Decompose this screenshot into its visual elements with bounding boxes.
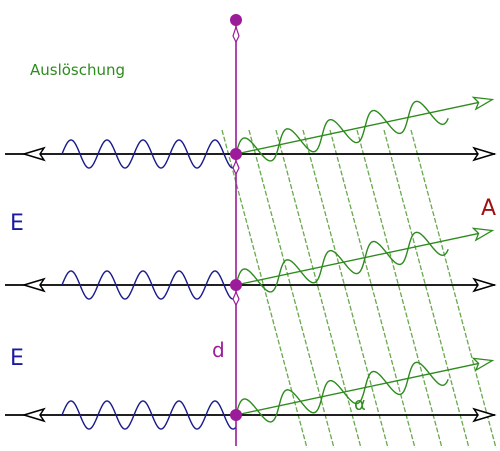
title-label: Auslöschung	[30, 61, 125, 79]
grating-top-marker	[232, 25, 240, 44]
outgoing-wave	[235, 231, 449, 293]
incoming-wave	[61, 270, 237, 300]
incoming-label-e-1: E	[10, 211, 24, 236]
grating-node	[230, 409, 242, 421]
axis-arrow-left	[21, 407, 46, 423]
outgoing-waves	[235, 96, 495, 423]
axis-arrow-right	[472, 407, 497, 423]
outgoing-ray	[235, 229, 493, 286]
outgoing-wave	[235, 100, 449, 162]
wavefront-line	[410, 129, 497, 449]
outgoing-arrow	[471, 96, 495, 111]
grating-marker	[232, 290, 240, 307]
wavefront-line	[356, 129, 443, 449]
axis-arrow-left	[21, 277, 46, 293]
grating-node	[230, 148, 242, 160]
wavefront-lines	[221, 129, 497, 449]
angle-label-alpha: α	[354, 394, 366, 415]
incoming-wave	[61, 400, 237, 430]
axis-arrow-right	[472, 277, 497, 293]
wavefront-line	[302, 129, 389, 449]
wavefront-line	[275, 129, 362, 449]
wavefront-line	[248, 129, 335, 449]
grating-top-node	[230, 14, 242, 26]
wavefront-line	[383, 129, 470, 449]
incoming-wave	[61, 139, 237, 169]
grating-marker	[232, 159, 240, 176]
incoming-label-e-2: E	[10, 346, 24, 371]
axis-arrow-left	[21, 146, 46, 162]
outgoing-arrow	[471, 227, 495, 242]
incoming-waves	[61, 139, 237, 430]
beam-axes	[5, 146, 497, 423]
outgoing-ray	[235, 98, 493, 155]
grating-nodes	[230, 14, 242, 421]
grating-node	[230, 279, 242, 291]
axis-arrow-right	[472, 146, 497, 162]
wavefront-line	[329, 129, 416, 449]
outgoing-arrow	[471, 357, 495, 372]
outgoing-label-a: A	[481, 196, 496, 221]
spacing-label-d: d	[212, 338, 225, 362]
outgoing-wave	[235, 361, 449, 423]
